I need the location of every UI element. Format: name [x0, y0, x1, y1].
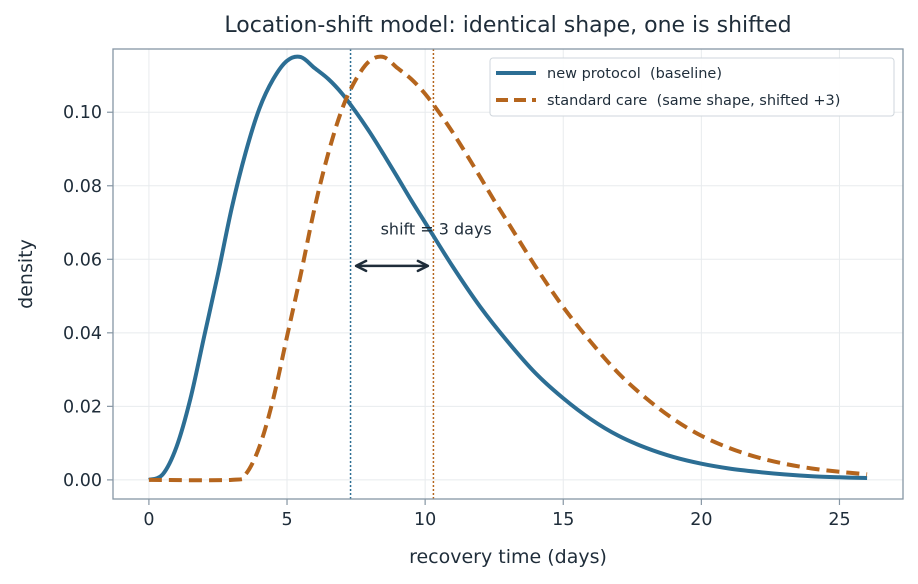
legend-label-new-protocol: new protocol (baseline): [547, 66, 722, 82]
y-tick-label: 0.02: [63, 397, 102, 417]
x-axis-label: recovery time (days): [409, 546, 607, 568]
series-line-1: [148, 54, 868, 483]
x-axis-ticks: 0 5 10 15 20 25: [143, 499, 851, 530]
legend: new protocol (baseline) standard care (s…: [489, 57, 895, 117]
x-tick-label: 10: [414, 510, 436, 530]
x-tick-label: 20: [690, 510, 712, 530]
shift-arrow-head-right: [416, 259, 430, 273]
grid: [113, 49, 903, 499]
y-axis-label: density: [15, 239, 37, 309]
series-line-0: [148, 54, 868, 482]
y-tick-label: 0.10: [63, 103, 102, 123]
x-tick-label: 5: [281, 510, 292, 530]
y-tick-label: 0.08: [63, 177, 102, 197]
legend-box: [489, 57, 895, 117]
x-tick-label: 0: [143, 510, 154, 530]
x-tick-label: 25: [828, 510, 850, 530]
shift-annotation-label: shift = 3 days: [381, 219, 492, 238]
y-tick-label: 0.04: [63, 324, 102, 344]
shift-annotation: shift = 3 days: [354, 219, 492, 273]
shift-arrow-head-left: [354, 259, 368, 273]
y-axis-ticks: 0.00 0.02 0.04 0.06 0.08 0.10: [63, 103, 113, 491]
plot-frame: [112, 48, 904, 500]
y-tick-label: 0.00: [63, 471, 102, 491]
reference-lines: [349, 49, 435, 499]
y-tick-label: 0.06: [63, 250, 102, 270]
legend-label-standard-care: standard care (same shape, shifted +3): [547, 93, 840, 109]
x-tick-label: 15: [552, 510, 574, 530]
series-layer: [148, 54, 868, 483]
chart-title: Location-shift model: identical shape, o…: [224, 13, 791, 38]
